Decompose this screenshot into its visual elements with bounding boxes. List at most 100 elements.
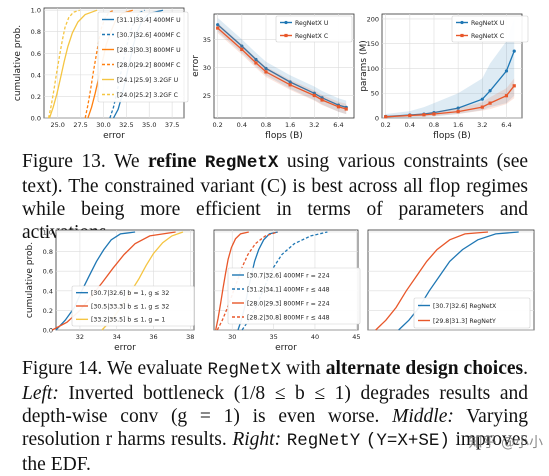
y-tick-label: 150: [367, 40, 379, 48]
y-tick-label: 1.0: [31, 7, 41, 15]
series-band: [217, 23, 347, 115]
x-axis-label: error: [103, 131, 125, 141]
fig13-params-panel: 0 50 100 150 200 0.2 0.4 0.8 1.6 3.2 6.4 flops (B) p…: [348, 0, 538, 148]
series-line: [55, 231, 136, 331]
fig13-caption-label: Figure 13.: [22, 151, 106, 172]
legend-label: [30.7|32.6] 400MF r = 224: [247, 272, 330, 279]
data-point: [422, 113, 426, 117]
legend-label: [30.7|32.6] 400MF C: [117, 32, 180, 39]
legend: [30.7|32.6] b = 1, g ≤ 32 [30.5|33.3] b ≤…: [71, 285, 195, 327]
fig14-caption-label: Figure 14.: [22, 358, 103, 379]
y-tick-label: 0.8: [31, 28, 41, 36]
data-point: [512, 84, 516, 88]
x-tick-label: 38: [186, 333, 194, 341]
data-point: [312, 93, 316, 98]
fig14-caption-mono: RegNetX: [207, 360, 281, 380]
data-point: [488, 101, 492, 105]
data-point: [512, 49, 516, 53]
legend-label: [30.5|33.3] b ≤ 1, g ≤ 32: [91, 303, 169, 310]
fig14-middle-text: Varying resolution r harms results.: [22, 406, 529, 450]
x-tick-label: 25.0: [50, 121, 64, 129]
legend-label: [28.0|29.3] 800MF r = 224: [247, 300, 330, 307]
fig14-right-mono2: (Y=X+SE): [365, 431, 450, 451]
fig14-left-formula: 1/8 ≤ b ≤ 1: [240, 383, 345, 404]
y-tick-label: 100: [367, 65, 379, 73]
series-line: [47, 9, 80, 119]
legend-marker: [460, 33, 464, 38]
fig13-caption-bold: refine: [148, 151, 197, 172]
x-tick-label: 3.2: [309, 121, 319, 129]
x-tick-label: 40: [311, 333, 319, 341]
data-point: [264, 70, 268, 74]
fig13-caption-pre: We: [113, 151, 140, 172]
legend-label: [28.3|30.3] 800MF U: [117, 47, 181, 54]
x-tick-label: 32: [76, 333, 84, 341]
data-point: [456, 109, 460, 114]
legend-label: [31.2|34.1] 400MF r ≤ 448: [247, 286, 330, 293]
data-point: [480, 97, 484, 101]
data-point: [254, 57, 258, 62]
y-tick-label: 0.4: [43, 287, 53, 295]
x-tick-label: 36: [149, 333, 157, 341]
y-tick-label: 0.0: [31, 115, 41, 123]
fig14-middle-label: Middle:: [392, 406, 454, 427]
figure-14-caption: Figure 14. We evaluate RegNetX with alte…: [22, 358, 529, 475]
fig13-caption-mono: RegNetX: [204, 153, 279, 173]
fig14-caption-with: with: [286, 358, 321, 379]
series-line: [215, 231, 249, 331]
data-point: [216, 23, 220, 27]
y-tick-label: 35: [203, 36, 211, 44]
x-tick-label: 30: [228, 333, 236, 341]
legend-marker: [284, 20, 288, 25]
legend-label: [29.8|31.3] RegNetY: [433, 318, 496, 325]
data-point: [216, 26, 220, 30]
legend-marker: [284, 33, 288, 38]
fig14-left-label: Left:: [22, 383, 59, 404]
fig13-edf-chart: 0.0 0.2 0.4 0.6 0.8 1.0 25.0 27.5 30.0 32.5 35.0 37…: [13, 7, 189, 141]
y-axis-label: error: [191, 55, 201, 77]
x-tick-label: 45: [352, 333, 360, 341]
x-tick-label: 32.5: [119, 121, 133, 129]
fig14-middle-panel: 30 35 40 45 error [30.7|32.6] 400MF r = 224 [3…: [204, 222, 368, 362]
y-axis-label: cumulative prob.: [25, 242, 35, 318]
fig13-params-chart: 0 50 100 150 200 0.2 0.4 0.8 1.6 3.2 6.4 flops (B) p…: [359, 13, 529, 141]
x-tick-label: 1.6: [285, 121, 295, 129]
legend-label: RegNetX C: [295, 33, 328, 40]
data-point: [288, 80, 292, 84]
data-point: [240, 44, 244, 48]
legend-box: [227, 267, 361, 325]
legend-label: [28.0|29.2] 800MF C: [117, 62, 180, 69]
legend-box: [451, 15, 529, 43]
fig13-edf-panel: 0.0 0.2 0.4 0.6 0.8 1.0 25.0 27.5 30.0 32.5 35.0 37…: [0, 0, 196, 148]
fig14-left-panel: 0.0 0.2 0.4 0.6 0.8 1.0 32 34 36 38 error cumulativ…: [0, 222, 200, 362]
y-tick-label: 0.0: [43, 327, 53, 335]
data-point: [344, 107, 348, 111]
data-point: [384, 115, 388, 119]
legend-box: [413, 297, 531, 329]
x-tick-label: 34: [113, 333, 121, 341]
series-band: [385, 19, 515, 118]
x-axis-label: error: [114, 343, 136, 353]
data-point: [504, 69, 509, 73]
data-point: [504, 94, 509, 98]
x-tick-label: 0.2: [212, 121, 222, 129]
y-tick-label: 50: [371, 90, 379, 98]
legend-label: [24.0|25.2] 3.2GF C: [117, 92, 178, 99]
data-point: [488, 89, 492, 93]
data-point: [408, 113, 412, 118]
x-tick-label: 35.0: [142, 121, 156, 129]
watermark: 知乎 @小小: [469, 432, 543, 452]
data-point: [432, 112, 436, 116]
legend-box: [275, 15, 353, 43]
y-tick-label: 200: [367, 15, 379, 23]
legend: RegNetX U RegNetX C: [451, 15, 529, 43]
y-axis-label: params (M): [359, 40, 369, 92]
series-line: [48, 9, 98, 119]
legend-label: RegNetX U: [471, 20, 504, 27]
series-band: [217, 17, 347, 115]
legend-label: [24.1|25.9] 3.2GF U: [117, 77, 178, 84]
legend: RegNetX U RegNetX C: [275, 15, 353, 43]
legend-label: [30.7|32.6] RegNetX: [433, 303, 497, 310]
legend-label: RegNetX U: [295, 20, 328, 27]
